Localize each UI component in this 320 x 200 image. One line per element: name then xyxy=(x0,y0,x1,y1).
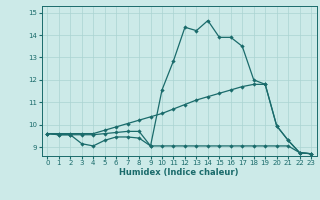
X-axis label: Humidex (Indice chaleur): Humidex (Indice chaleur) xyxy=(119,168,239,177)
